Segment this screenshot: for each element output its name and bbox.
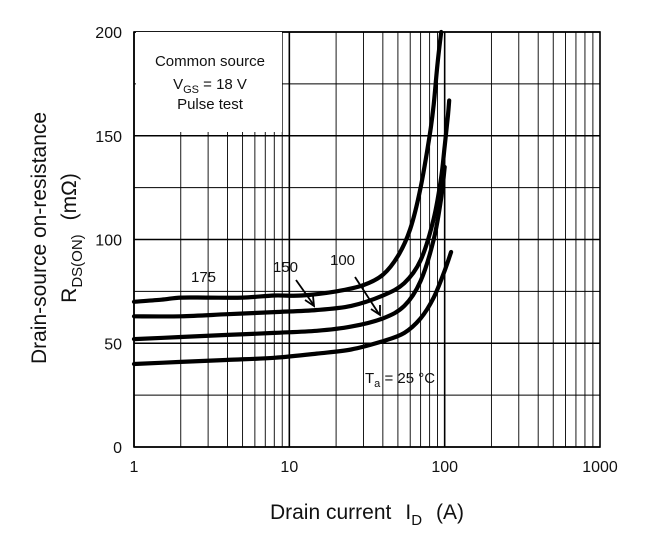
x-tick-label: 1 [130, 459, 139, 476]
curve-label-175: 175 [191, 269, 216, 286]
annotation-line-3: Pulse test [177, 96, 244, 113]
y-axis-unit: (mΩ) [58, 173, 81, 220]
y-tick-label: 200 [95, 25, 122, 42]
arrow-100 [354, 276, 380, 315]
arrow-150-head [304, 295, 316, 308]
curve-label-ta-subscript: a [374, 378, 381, 390]
x-axis-title: Drain current ID (A) [270, 501, 464, 529]
series-line-175 [131, 29, 444, 304]
curve-label-25: Ta = 25 °C [365, 370, 435, 390]
y-axis-title: Drain-source on-resistance RDS(ON) (mΩ) [28, 112, 86, 364]
plot-frame [133, 31, 601, 448]
y-axis-title-line-2: RDS(ON) (mΩ) [58, 173, 86, 303]
y-tick-label: 0 [113, 440, 122, 457]
curve-label-ta-value: = 25 °C [380, 370, 435, 387]
series-line-100 [131, 164, 447, 342]
y-tick-label: 50 [104, 336, 122, 353]
annotation-vgs-symbol: V [173, 76, 183, 93]
leader-arrows [295, 276, 381, 317]
annotation-line-2: VGS = 18 V [173, 76, 247, 96]
curve-label-ta-symbol: T [365, 370, 374, 387]
annotation-vgs-subscript: GS [183, 84, 199, 96]
x-tick-label: 100 [431, 459, 458, 476]
x-axis-subscript: D [411, 512, 422, 529]
y-tick-label: 100 [95, 233, 122, 250]
arrow-100-head [370, 305, 381, 317]
curve-label-100: 100 [330, 252, 355, 269]
x-axis-unit: (A) [436, 501, 464, 524]
curve-label-150: 150 [273, 259, 298, 276]
x-axis-title-text: Drain current [270, 501, 392, 524]
curves [131, 29, 454, 367]
y-axis-title-line-1: Drain-source on-resistance [28, 112, 51, 364]
annotation-line-1: Common source [155, 53, 265, 70]
y-axis-subscript: DS(ON) [69, 234, 86, 287]
annotation-vgs-value: = 18 V [199, 76, 247, 93]
series-line-25 [131, 249, 454, 367]
arrow-150 [295, 279, 314, 305]
y-tick-label: 150 [95, 129, 122, 146]
x-tick-labels: 1 10 100 1000 [130, 459, 618, 476]
y-axis-symbol: R [58, 288, 81, 303]
x-tick-label: 1000 [582, 459, 618, 476]
annotation-box [136, 32, 282, 132]
x-tick-label: 10 [280, 459, 298, 476]
y-tick-labels: 0 50 100 150 200 [95, 25, 122, 457]
x-axis-symbol: I [405, 501, 411, 524]
series-line-150 [131, 98, 452, 319]
